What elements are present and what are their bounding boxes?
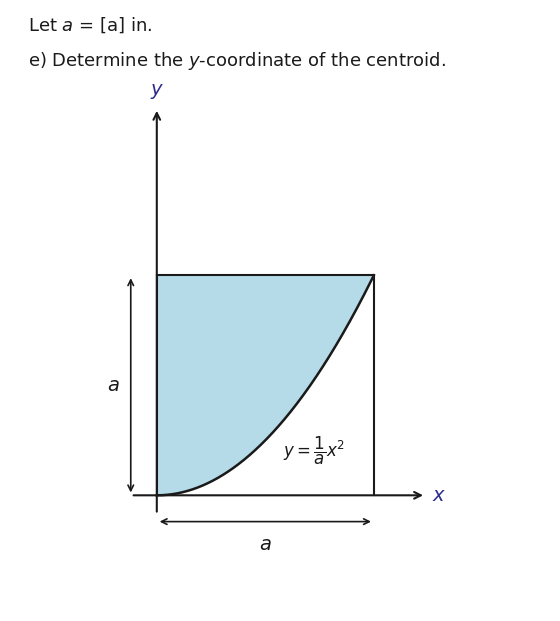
Text: $a$: $a$ xyxy=(259,535,272,554)
Text: $a$: $a$ xyxy=(107,376,120,395)
Text: Let $a$ = [a] in.: Let $a$ = [a] in. xyxy=(28,16,152,35)
Text: $x$: $x$ xyxy=(432,486,446,505)
Text: $y = \dfrac{1}{a}x^2$: $y = \dfrac{1}{a}x^2$ xyxy=(283,435,345,468)
Polygon shape xyxy=(157,275,374,496)
Text: $y$: $y$ xyxy=(150,82,164,101)
Text: e) Determine the $y$-coordinate of the centroid.: e) Determine the $y$-coordinate of the c… xyxy=(28,50,446,71)
